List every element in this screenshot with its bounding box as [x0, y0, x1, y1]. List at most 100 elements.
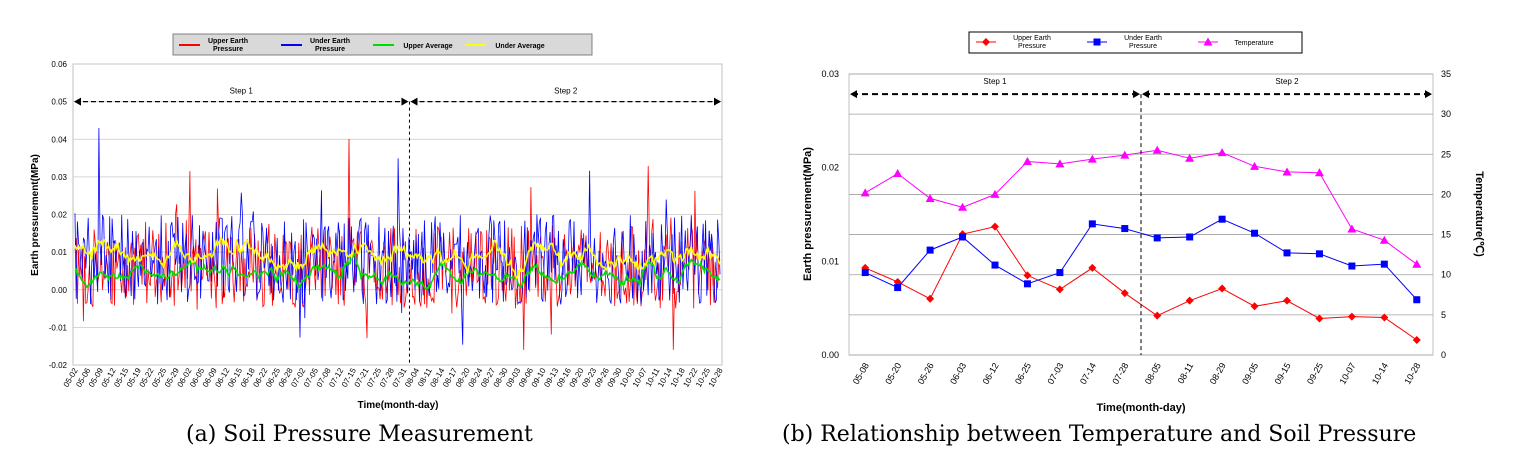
series-0: [861, 222, 1421, 345]
y-tick-label: 0.01: [821, 256, 839, 266]
data-point-square: [1153, 234, 1161, 242]
data-point-triangle: [925, 193, 935, 202]
data-point-square: [1121, 225, 1129, 233]
data-point-triangle: [958, 202, 968, 211]
data-point-diamond: [893, 277, 902, 286]
legend-label: Under Earth: [1124, 35, 1162, 42]
data-point-diamond: [1380, 313, 1389, 322]
y-tick-label: 0.06: [51, 60, 67, 69]
data-point-square: [1315, 250, 1323, 258]
data-point-triangle: [1055, 159, 1065, 168]
data-point-triangle: [1203, 37, 1213, 46]
y-tick-label: 0.03: [51, 173, 67, 182]
x-tick-label: 10-28: [1402, 361, 1422, 386]
data-point-square: [1380, 260, 1388, 268]
y2-tick-label: 0: [1441, 350, 1446, 360]
data-point-diamond: [1120, 289, 1129, 298]
y2-tick-label: 20: [1441, 189, 1451, 199]
x-tick-label: 08-11: [1176, 361, 1196, 385]
data-point-diamond: [1315, 314, 1324, 323]
data-point-square: [926, 246, 934, 254]
chart-a-y-axis-label: Earth pressurement(MPa): [30, 154, 41, 276]
y-tick-label: 0.03: [821, 69, 839, 79]
chart-b-series: [860, 145, 1422, 345]
x-tick-label: 09-15: [1273, 361, 1293, 386]
x-tick-label: 05-26: [916, 361, 936, 386]
figure-canvas: 0.06 0.05 0.04 0.03 0.02 0.01 0.00 -0.01 -0.02 0…: [30, 31, 1485, 414]
legend-label: Upper Earth: [208, 38, 248, 45]
series-upper-earth-pressure: [74, 138, 721, 350]
series-upper-average: [74, 251, 721, 290]
data-point-square: [861, 269, 869, 277]
step-2-arrowhead-right: [1425, 90, 1432, 99]
chart-a-series: [74, 127, 721, 350]
y-tick-label: 0.02: [821, 163, 839, 173]
data-point-diamond: [1185, 296, 1194, 305]
y2-tick-label: 10: [1441, 270, 1451, 280]
chart-b-x-ticks: 05-08 05-20 05-26 06-03 06-12 06-25 07-03 07-14…: [851, 361, 1423, 386]
data-point-triangle: [1087, 154, 1097, 163]
x-tick-label: 10-07: [1337, 361, 1357, 386]
data-point-triangle: [1347, 224, 1357, 233]
step-1-label: Step 1: [230, 87, 254, 96]
data-point-square: [1056, 269, 1064, 277]
data-point-diamond: [1153, 311, 1162, 320]
y-tick-label: 0.02: [51, 211, 67, 220]
legend-label: Upper Average: [403, 43, 452, 50]
legend-label: Upper Earth: [1013, 35, 1051, 42]
data-point-diamond: [1283, 296, 1291, 305]
series-1: [861, 215, 1421, 304]
legend-label: Pressure: [213, 46, 243, 53]
x-tick-label: 09-05: [1240, 361, 1260, 386]
data-point-square: [1093, 38, 1101, 46]
y-tick-label: 0.00: [51, 286, 67, 295]
chart-b-y2-axis-label: Temperature(℃): [1473, 171, 1485, 257]
data-point-square: [1283, 249, 1291, 257]
data-point-square: [1413, 296, 1421, 304]
chart-b-y-ticks: 0.03 0.02 0.01 0.00: [821, 69, 839, 360]
data-point-square: [1088, 220, 1096, 228]
step-1-label: Step 1: [983, 77, 1007, 86]
legend-label: Pressure: [1018, 43, 1046, 50]
x-tick-label: 09-25: [1305, 361, 1325, 386]
x-tick-label: 06-03: [948, 361, 968, 386]
step-1-arrowhead-right: [401, 97, 409, 106]
x-tick-label: 07-03: [1045, 361, 1065, 386]
data-point-diamond: [926, 294, 935, 303]
step-2-arrowhead-left: [1142, 90, 1149, 99]
y2-tick-label: 25: [1441, 149, 1451, 159]
data-point-square: [1251, 229, 1259, 237]
y2-tick-label: 15: [1441, 230, 1451, 240]
step-2-label: Step 2: [1275, 77, 1299, 86]
y-tick-label: 0.04: [51, 135, 67, 144]
data-point-diamond: [1023, 271, 1032, 280]
y-tick-label: -0.01: [49, 323, 68, 332]
data-point-diamond: [1218, 284, 1227, 293]
data-point-triangle: [1022, 157, 1032, 166]
step-1-arrowhead-right: [1133, 90, 1140, 99]
data-point-triangle: [1412, 259, 1422, 268]
data-point-diamond: [982, 38, 990, 46]
data-point-triangle: [1379, 235, 1389, 244]
caption-a: (a) Soil Pressure Measurement: [186, 422, 533, 447]
caption-b: (b) Relationship between Temperature and…: [782, 422, 1417, 447]
data-point-triangle: [1152, 145, 1162, 154]
step-2-arrowhead-left: [410, 97, 418, 106]
x-tick-label: 06-12: [981, 361, 1001, 386]
legend-label: Pressure: [1129, 43, 1157, 50]
data-point-triangle: [990, 189, 1000, 198]
series-line: [864, 218, 1418, 301]
y-tick-label: 0.01: [51, 248, 67, 257]
chart-b-step-annotations: Step 1 Step 2: [850, 77, 1432, 355]
step-2-arrowhead-right: [714, 97, 721, 106]
chart-a-y-ticks: 0.06 0.05 0.04 0.03 0.02 0.01 0.00 -0.01 -0.02: [49, 60, 68, 370]
x-tick-label: 05-08: [851, 361, 871, 386]
data-point-diamond: [1412, 336, 1421, 345]
y-tick-label: 0.00: [821, 350, 839, 360]
y-tick-label: -0.02: [49, 361, 68, 370]
data-point-square: [1348, 262, 1356, 270]
data-point-triangle: [1314, 168, 1324, 177]
x-tick-label: 10-14: [1370, 361, 1390, 386]
